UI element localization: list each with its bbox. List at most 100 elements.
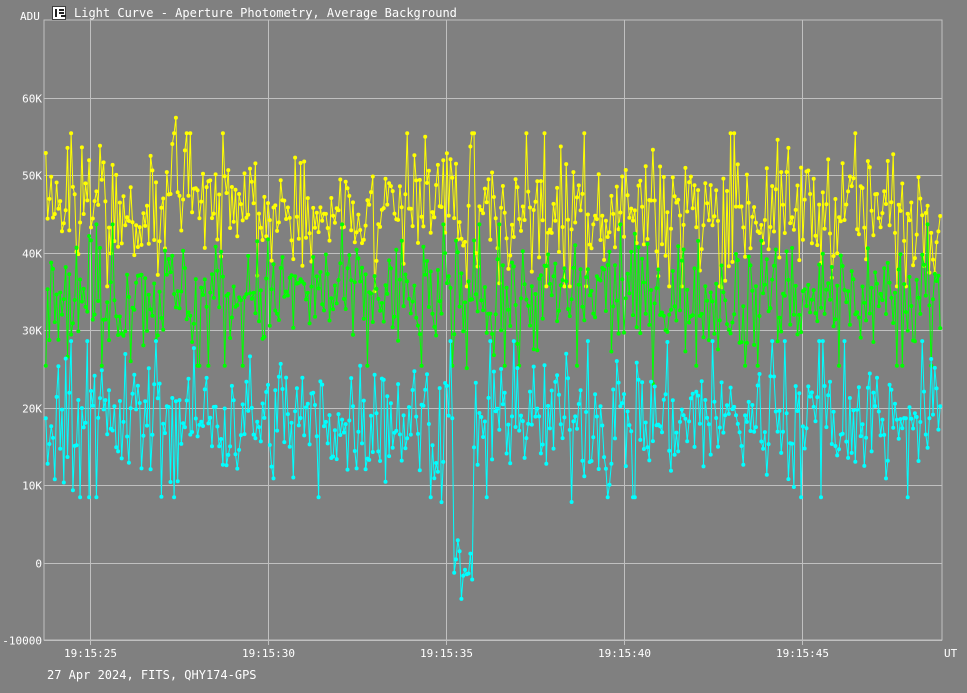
data-point	[370, 320, 375, 324]
data-point	[181, 248, 186, 253]
data-point	[240, 402, 245, 407]
data-point	[54, 394, 59, 399]
data-point	[585, 212, 590, 217]
data-point	[454, 238, 458, 243]
data-point	[443, 251, 448, 256]
data-point	[351, 404, 355, 409]
data-point	[824, 287, 829, 292]
data-point	[907, 405, 912, 410]
data-point	[361, 398, 366, 403]
data-point	[672, 304, 677, 309]
data-point	[119, 456, 124, 461]
data-point	[549, 388, 554, 393]
data-point	[56, 206, 61, 211]
data-point	[296, 423, 301, 428]
data-point	[744, 419, 749, 424]
data-point	[477, 222, 482, 227]
data-point	[855, 407, 860, 412]
data-point	[701, 335, 706, 340]
data-point	[535, 406, 540, 411]
data-point	[318, 205, 323, 210]
data-point	[450, 416, 455, 421]
data-point	[437, 386, 442, 391]
data-point	[594, 217, 599, 222]
data-point	[204, 304, 209, 309]
data-point	[585, 267, 590, 272]
data-point	[459, 596, 464, 601]
data-point	[83, 420, 88, 425]
data-point	[546, 252, 551, 257]
data-point	[735, 162, 740, 167]
data-point	[293, 274, 298, 279]
data-point	[237, 447, 242, 452]
data-point	[296, 280, 301, 285]
data-point	[273, 203, 278, 208]
data-point	[432, 476, 437, 481]
data-point	[909, 416, 914, 421]
data-point	[275, 311, 280, 316]
data-point	[190, 210, 195, 215]
data-point	[123, 329, 128, 334]
data-point	[938, 326, 943, 331]
data-point	[625, 193, 630, 198]
data-point	[186, 310, 191, 315]
data-point	[150, 432, 155, 437]
data-point	[291, 325, 296, 330]
data-point	[219, 249, 224, 254]
data-point	[177, 398, 182, 403]
data-point	[932, 365, 937, 370]
data-point	[107, 225, 111, 230]
data-point	[347, 253, 352, 258]
data-point	[367, 202, 372, 207]
data-point	[918, 420, 923, 424]
data-point	[687, 419, 692, 424]
data-point	[762, 282, 767, 287]
data-point	[343, 422, 348, 427]
data-point	[885, 260, 890, 265]
data-point	[616, 380, 621, 385]
data-point	[690, 391, 695, 396]
data-point	[591, 311, 596, 316]
data-point	[248, 166, 252, 171]
data-point	[130, 391, 135, 396]
data-point	[640, 380, 645, 385]
data-point	[304, 235, 308, 240]
data-point	[502, 390, 507, 395]
data-point	[311, 390, 316, 395]
data-point	[846, 189, 851, 194]
data-point	[826, 281, 831, 286]
data-point	[307, 442, 312, 447]
data-point	[314, 434, 319, 439]
light-curve-app-icon[interactable]	[52, 6, 66, 20]
data-point	[394, 247, 399, 252]
data-point	[809, 390, 814, 395]
data-point	[426, 422, 431, 426]
data-point	[463, 300, 467, 305]
data-point	[175, 289, 180, 294]
data-point	[786, 145, 791, 150]
data-point	[506, 266, 511, 271]
data-point	[90, 403, 95, 408]
data-point	[210, 272, 214, 277]
data-point	[524, 436, 529, 441]
y-tick-label: 40K	[22, 248, 42, 261]
data-point	[126, 219, 131, 223]
data-point	[602, 267, 607, 272]
data-point	[880, 417, 885, 422]
data-point	[529, 284, 534, 289]
data-point	[795, 183, 800, 188]
footer-caption: 27 Apr 2024, FITS, QHY174-GPS	[47, 668, 257, 682]
data-point	[497, 222, 502, 227]
data-point	[931, 297, 935, 302]
data-point	[835, 453, 840, 458]
data-point	[504, 285, 509, 290]
data-point	[488, 339, 493, 344]
data-point	[634, 241, 639, 245]
data-point	[779, 329, 784, 334]
data-point	[768, 374, 773, 379]
data-point	[864, 257, 869, 262]
data-point	[294, 214, 299, 219]
data-point	[938, 404, 943, 409]
data-point	[172, 131, 177, 136]
data-point	[313, 225, 317, 230]
